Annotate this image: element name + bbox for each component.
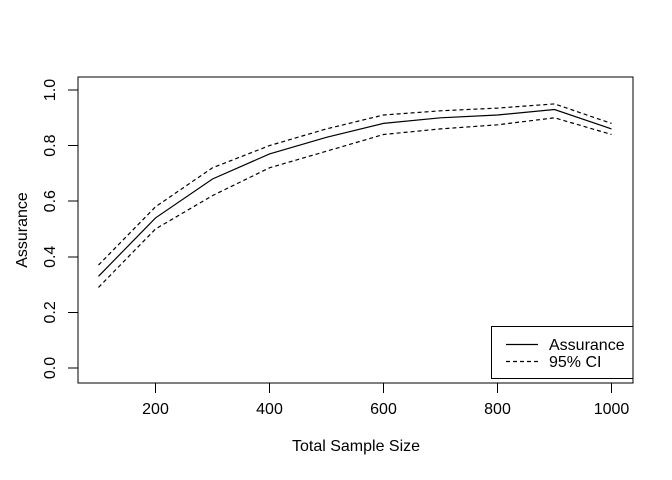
y-axis: 0.0 0.2 0.4 0.6 0.8 1.0 — [42, 79, 78, 379]
x-tick-label: 1000 — [594, 401, 630, 418]
x-tick-label: 200 — [142, 401, 169, 418]
y-tick-label: 0.0 — [42, 357, 59, 379]
x-axis-title: Total Sample Size — [292, 438, 420, 455]
x-tick-label: 400 — [256, 401, 283, 418]
y-tick-label: 0.4 — [42, 246, 59, 268]
y-tick-label: 0.6 — [42, 190, 59, 212]
legend-label-95ci: 95% CI — [549, 354, 601, 371]
x-tick-label: 800 — [484, 401, 511, 418]
legend: Assurance 95% CI — [491, 326, 634, 379]
series-line-95-ci-lower — [98, 117, 612, 288]
plot-border — [77, 76, 634, 384]
series-line-assurance — [98, 108, 612, 277]
y-axis-title: Assurance — [14, 192, 31, 268]
legend-box — [491, 326, 634, 379]
y-tick-label: 1.0 — [42, 79, 59, 101]
series-lines — [98, 103, 612, 288]
series-line-95-ci-upper — [98, 103, 612, 266]
legend-label-assurance: Assurance — [549, 337, 625, 354]
x-axis: 200 400 600 800 1000 — [142, 383, 629, 418]
y-tick-label: 0.8 — [42, 134, 59, 156]
x-tick-label: 600 — [370, 401, 397, 418]
y-tick-label: 0.2 — [42, 301, 59, 323]
